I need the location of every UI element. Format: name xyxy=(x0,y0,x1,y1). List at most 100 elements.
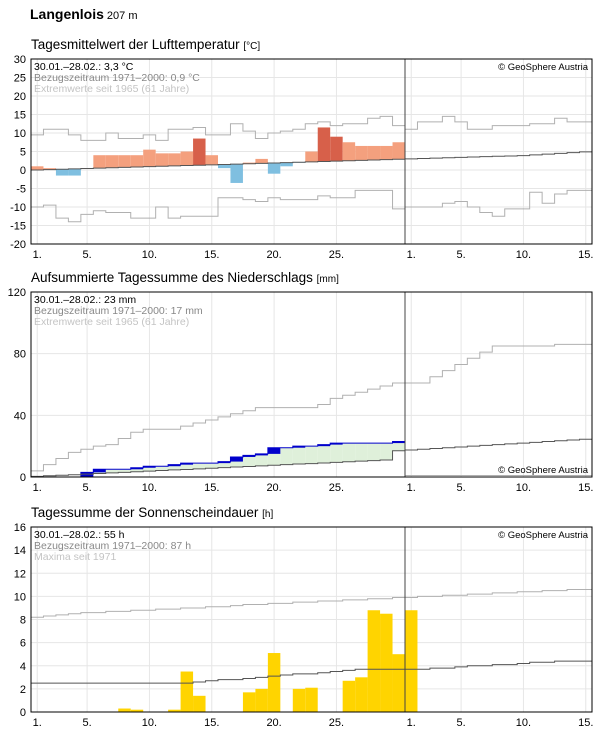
precip-surplus-area xyxy=(155,466,169,471)
x-tick-label: 1. xyxy=(407,249,416,261)
y-tick-label: 0 xyxy=(20,472,26,484)
precip-surplus-area xyxy=(292,446,306,465)
temperature-bar xyxy=(168,153,181,166)
precip-surplus-area xyxy=(367,443,381,461)
min-extreme-line xyxy=(31,189,592,223)
sunshine-bar xyxy=(130,709,144,712)
sunshine-bar xyxy=(392,654,405,712)
precip-cumulative-line xyxy=(31,441,405,478)
y-tick-label: 120 xyxy=(8,287,26,299)
sunshine-bar xyxy=(305,687,318,712)
temperature-bar xyxy=(280,162,293,167)
temperature-bar xyxy=(242,162,256,164)
x-tick-label: 10. xyxy=(142,717,157,729)
precip-surplus-area xyxy=(380,443,393,461)
y-tick-label: 5 xyxy=(20,147,26,159)
y-tick-label: -15 xyxy=(10,221,26,233)
temperature-bar xyxy=(392,142,405,160)
sunshine-bar xyxy=(380,613,393,712)
plot-frame xyxy=(30,526,593,713)
temperature-bar xyxy=(230,164,243,183)
precip-surplus-area xyxy=(342,443,356,462)
copyright-text: © GeoSphere Austria xyxy=(498,465,589,476)
temperature-bar xyxy=(380,145,393,160)
temperature-title-text: Tagesmittelwert der Lufttemperatur xyxy=(31,37,240,52)
temperature-bar xyxy=(130,155,144,168)
sunshine-bar xyxy=(180,671,194,712)
x-tick-label: 5. xyxy=(457,717,466,729)
precip-surplus-area xyxy=(355,443,368,462)
temperature-bar xyxy=(267,162,281,174)
y-tick-label: 10 xyxy=(14,591,26,603)
sunshine-chart-title: Tagessumme der Sonnenscheindauer [h] xyxy=(31,505,273,520)
station-altitude: 207 m xyxy=(106,10,138,22)
x-tick-label: 15. xyxy=(204,482,219,494)
sunshine-bar xyxy=(193,695,206,712)
sunshine-bar xyxy=(355,677,368,712)
precip-daily-bar xyxy=(218,461,231,464)
y-tick-label: 12 xyxy=(14,568,26,580)
temperature-bar xyxy=(118,155,131,168)
precip-daily-bar xyxy=(230,456,243,462)
station-header: Langenlois 207 m xyxy=(30,6,137,22)
precip-daily-bar xyxy=(93,469,106,473)
precipitation-unit: [mm] xyxy=(316,274,339,285)
precip-surplus-area xyxy=(305,446,318,464)
y-tick-label: 0 xyxy=(20,707,26,719)
precip-surplus-area xyxy=(392,441,405,451)
info-text-line: Extremwerte seit 1965 (61 Jahre) xyxy=(34,316,189,328)
sunshine-bar xyxy=(267,653,281,712)
temperature-bar xyxy=(105,155,119,168)
y-tick-label: 20 xyxy=(14,91,26,103)
precipitation-chart: 0 40 80 120 1. 5. 10. 15. 20. 25. 1. 5. 10. 15. 30.01.… xyxy=(8,287,594,494)
y-tick-label: 10 xyxy=(14,128,26,140)
sunshine-max-line xyxy=(31,588,592,618)
x-tick-label: 20. xyxy=(266,482,281,494)
x-tick-label: 15. xyxy=(204,249,219,261)
temperature-bar xyxy=(155,153,169,167)
sunshine-bar xyxy=(342,680,356,712)
precip-surplus-area xyxy=(168,464,181,470)
temperature-chart-title: Tagesmittelwert der Lufttemperatur [°C] xyxy=(31,37,260,52)
temperature-bar xyxy=(193,138,206,166)
x-tick-label: 20. xyxy=(266,249,281,261)
sunshine-bar xyxy=(405,610,418,712)
copyright-text: © GeoSphere Austria xyxy=(498,530,589,541)
temperature-bar xyxy=(93,155,106,169)
y-tick-label: 4 xyxy=(20,661,26,673)
x-tick-label: 1. xyxy=(33,717,42,729)
sunshine-title-text: Tagessumme der Sonnenscheindauer xyxy=(31,505,259,520)
precip-daily-bar xyxy=(168,464,181,467)
precip-daily-bar xyxy=(242,455,256,457)
precip-daily-bar xyxy=(255,453,268,456)
precip-surplus-area xyxy=(205,463,218,469)
y-tick-label: 14 xyxy=(14,545,26,557)
y-tick-label: -5 xyxy=(16,184,26,196)
precip-daily-bar xyxy=(143,466,156,468)
temperature-bar xyxy=(55,169,69,176)
temperature-bar xyxy=(305,151,318,162)
x-tick-label: 15. xyxy=(578,249,593,261)
temperature-bar xyxy=(355,145,368,161)
max-extreme-line xyxy=(31,115,592,141)
x-tick-label: 15. xyxy=(578,717,593,729)
x-tick-label: 5. xyxy=(83,249,92,261)
precipitation-chart-title: Aufsummierte Tagessumme des Niederschlag… xyxy=(31,270,339,285)
copyright-text: © GeoSphere Austria xyxy=(498,62,589,73)
info-text-line: Extremwerte seit 1965 (61 Jahre) xyxy=(34,83,189,95)
sunshine-mean-line xyxy=(31,660,592,684)
y-tick-label: 40 xyxy=(14,410,26,422)
x-tick-label: 1. xyxy=(407,717,416,729)
x-tick-label: 10. xyxy=(142,482,157,494)
sunshine-bar xyxy=(255,688,268,712)
x-tick-label: 5. xyxy=(83,482,92,494)
y-tick-label: 25 xyxy=(14,73,26,85)
precip-daily-bar xyxy=(317,444,331,447)
temperature-unit: [°C] xyxy=(243,41,261,52)
precip-surplus-area xyxy=(218,461,231,468)
y-tick-label: 30 xyxy=(14,54,26,66)
precip-surplus-area xyxy=(330,443,343,463)
precip-daily-bar xyxy=(330,443,343,445)
y-tick-label: -10 xyxy=(10,202,26,214)
max-cumulative-line xyxy=(31,343,592,472)
